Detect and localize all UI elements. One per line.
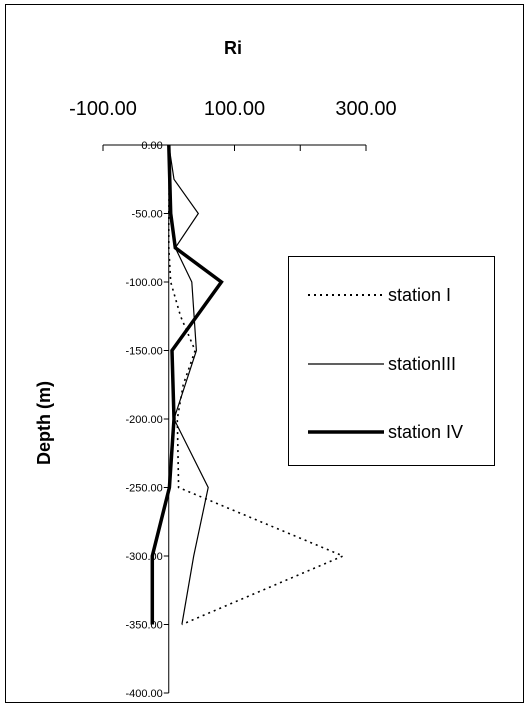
x-top-tick-label: 100.00 (204, 98, 265, 120)
legend-station-iv-label: station IV (388, 422, 463, 442)
x-top-tick-label: 300.00 (335, 98, 396, 120)
series-station-iii-line (168, 144, 209, 625)
y-tick-label: -50.00 (132, 209, 163, 221)
y-tick-label: -200.00 (125, 414, 162, 426)
y-tick-label: -350.00 (125, 620, 162, 632)
y-axis-title: Depth (m) (34, 381, 54, 465)
y-tick-label: 0.00 (141, 140, 162, 152)
y-tick-label: -250.00 (125, 483, 162, 495)
y-tick-label: -400.00 (125, 688, 162, 700)
y-tick-label: -150.00 (125, 346, 162, 358)
series-group (150, 144, 346, 626)
x-top-tick-label: -100.00 (69, 98, 137, 120)
y-tick-label: -300.00 (125, 551, 162, 563)
series-station-iv-line (150, 144, 224, 625)
x-top-tick-labels: -100.00 100.00 300.00 (69, 98, 397, 120)
legend-station-iii-label: stationIII (388, 354, 456, 374)
chart-title: Ri (224, 38, 242, 58)
y-tick-label: -100.00 (125, 277, 162, 289)
legend-station-i-label: station I (388, 285, 451, 305)
legend: station I stationIII station IV (288, 256, 495, 466)
